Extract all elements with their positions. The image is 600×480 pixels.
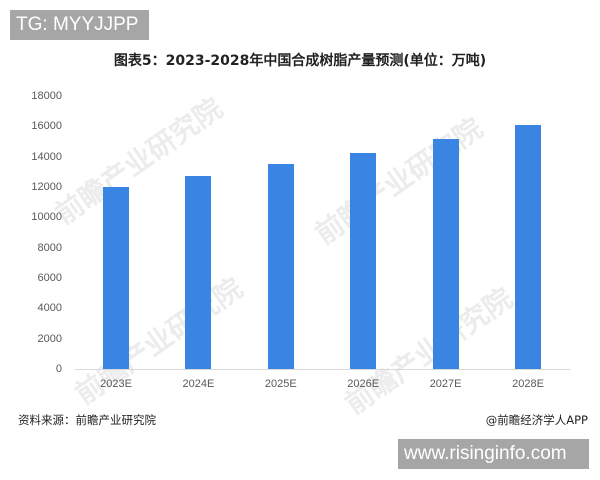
watermark: 前瞻产业研究院 (69, 271, 249, 411)
y-tick-label: 12000 (31, 181, 62, 193)
x-tick-label: 2027E (429, 378, 462, 390)
chart-title: 图表5：2023-2028年中国合成树脂产量预测(单位：万吨) (113, 53, 487, 69)
x-tick-label: 2023E (100, 378, 132, 390)
x-tick-label: 2024E (182, 378, 215, 390)
y-tick-label: 14000 (31, 150, 62, 163)
y-tick-label: 0 (55, 363, 62, 375)
y-tick-label: 16000 (31, 120, 62, 133)
y-tick-label: 10000 (31, 211, 62, 224)
bar-2025E (267, 164, 294, 369)
watermark: 前瞻产业研究院 (309, 111, 489, 251)
y-tick-label: 8000 (37, 241, 62, 254)
bar-2023E (103, 187, 129, 369)
bar-2026E (350, 152, 377, 369)
x-tick-label: 2025E (264, 378, 297, 390)
bar-chart: 前瞻产业研究院 前瞻产业研究院 前瞻产业研究院 前瞻产业研究院 18000 160… (31, 90, 570, 421)
x-tick-label: 2028E (512, 378, 544, 390)
y-tick-label: 4000 (37, 302, 62, 315)
x-axis-line (75, 369, 570, 370)
source-note: 资料来源：前瞻产业研究院 (18, 413, 156, 427)
credit-note: @前瞻经济学人APP (485, 413, 588, 427)
y-tick-label: 2000 (37, 332, 62, 345)
url-badge: www.risinginfo.com (398, 439, 589, 469)
tg-badge: TG: MYYJJPP (10, 10, 149, 40)
bar-2027E (432, 139, 459, 369)
bar-2024E (185, 176, 212, 369)
y-tick-label: 18000 (31, 90, 62, 102)
x-tick-label: 2026E (347, 378, 380, 390)
bar-2028E (515, 124, 541, 369)
y-tick-label: 6000 (37, 272, 62, 284)
